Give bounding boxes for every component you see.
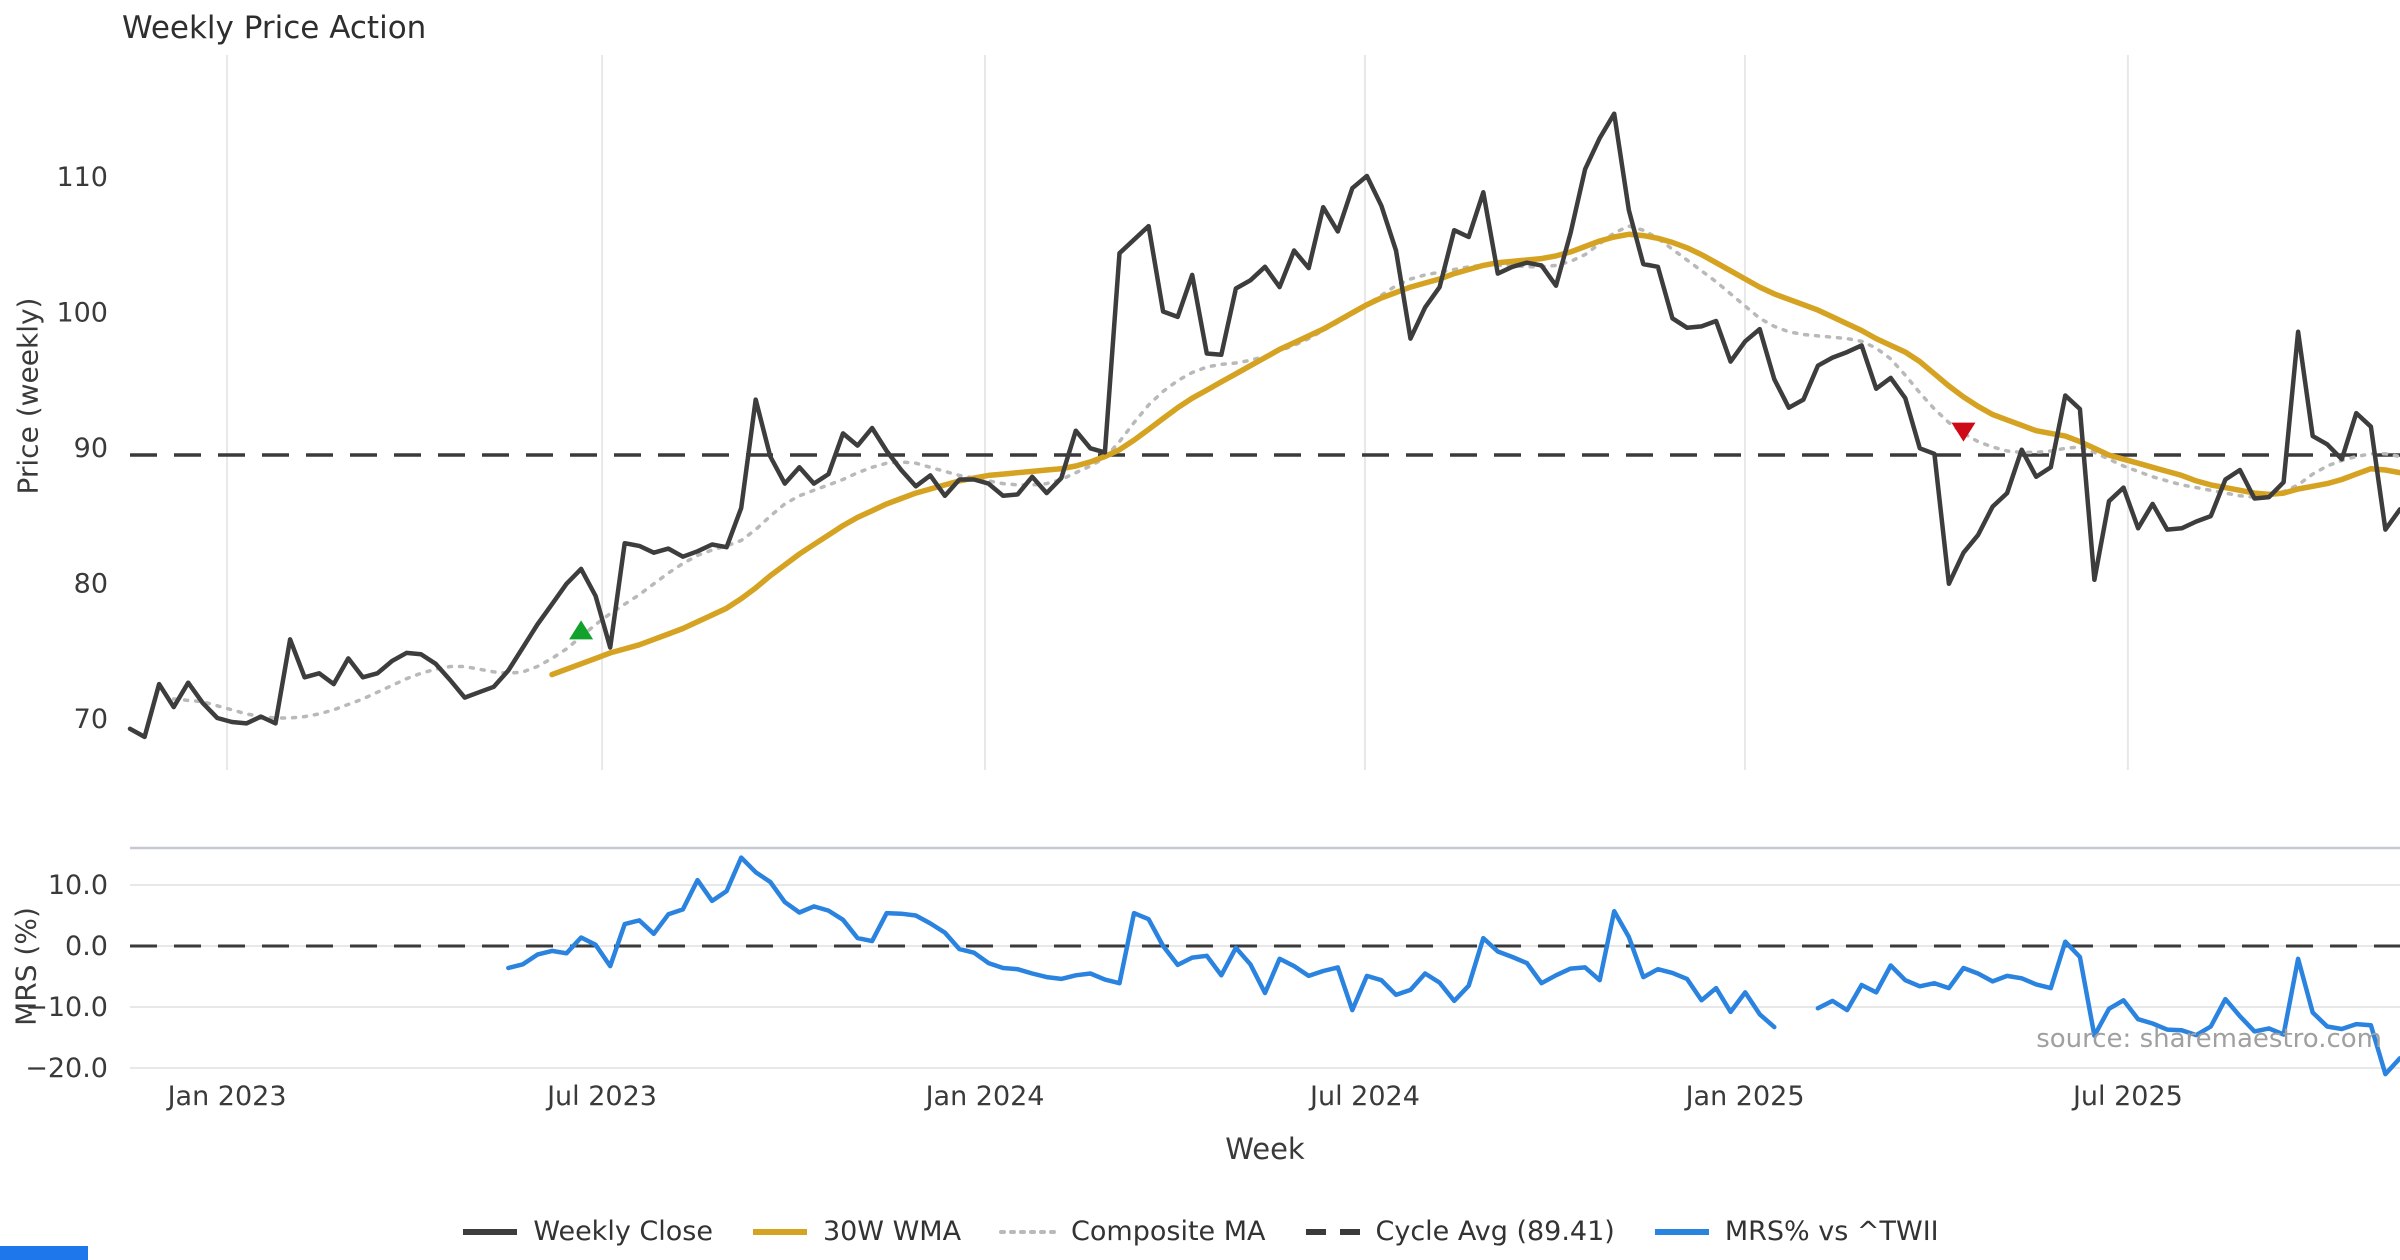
legend-item: Cycle Avg (89.41) (1304, 1216, 1615, 1247)
x-tick-label: Jul 2023 (545, 1081, 657, 1112)
mrs-y-tick-label: 0.0 (65, 931, 108, 962)
legend-swatch-solid (752, 1228, 807, 1235)
legend-swatch-solid (1654, 1228, 1709, 1235)
price-y-tick-label: 90 (74, 433, 108, 464)
legend-label: Weekly Close (533, 1216, 713, 1247)
mrs-y-tick-label: −10.0 (25, 992, 108, 1023)
bottom-left-blue-bar (0, 1246, 88, 1260)
x-tick-label: Jan 2024 (924, 1081, 1045, 1112)
mrs-line (506, 855, 2400, 1077)
price-y-tick-label: 80 (74, 568, 108, 599)
legend-label: Cycle Avg (89.41) (1375, 1216, 1615, 1247)
price-y-tick-label: 70 (74, 704, 108, 735)
price-y-tick-label: 110 (56, 162, 108, 193)
wma-line (549, 231, 2400, 678)
weekly-close-line (127, 111, 2400, 740)
legend-item: MRS% vs ^TWII (1653, 1216, 1939, 1247)
chart-title: Weekly Price Action (122, 10, 427, 46)
legend-swatch-dotted (999, 1229, 1058, 1234)
mrs-axis-label: MRS (%) (9, 907, 43, 1026)
source-watermark: source: sharemaestro.com (2036, 1024, 2382, 1054)
legend-swatch-dashed (1305, 1228, 1360, 1235)
x-tick-label: Jan 2025 (1684, 1081, 1805, 1112)
legend-label: 30W WMA (822, 1216, 962, 1247)
chart-legend: Weekly Close 30W WMA Composite MA Cycle Avg… (0, 1216, 2400, 1247)
x-axis-label: Week (1225, 1132, 1305, 1166)
price-y-tick-label: 100 (56, 297, 108, 328)
price-axis-label: Price (weekly) (11, 297, 45, 495)
mrs-y-tick-label: 10.0 (48, 870, 108, 901)
legend-item: Weekly Close (461, 1216, 713, 1247)
sell-signal-marker (1951, 422, 1976, 442)
legend-label: Composite MA (1071, 1216, 1266, 1247)
buy-signal-marker (569, 620, 594, 640)
legend-label: MRS% vs ^TWII (1724, 1216, 1939, 1247)
x-tick-label: Jul 2024 (1308, 1081, 1420, 1112)
legend-swatch-solid (463, 1228, 518, 1235)
legend-item: Composite MA (999, 1216, 1266, 1247)
composite-ma-line (171, 224, 2400, 720)
legend-item: 30W WMA (751, 1216, 961, 1247)
mrs-y-tick-label: −20.0 (25, 1053, 108, 1084)
x-tick-label: Jan 2023 (166, 1081, 287, 1112)
x-tick-label: Jul 2025 (2071, 1081, 2183, 1112)
